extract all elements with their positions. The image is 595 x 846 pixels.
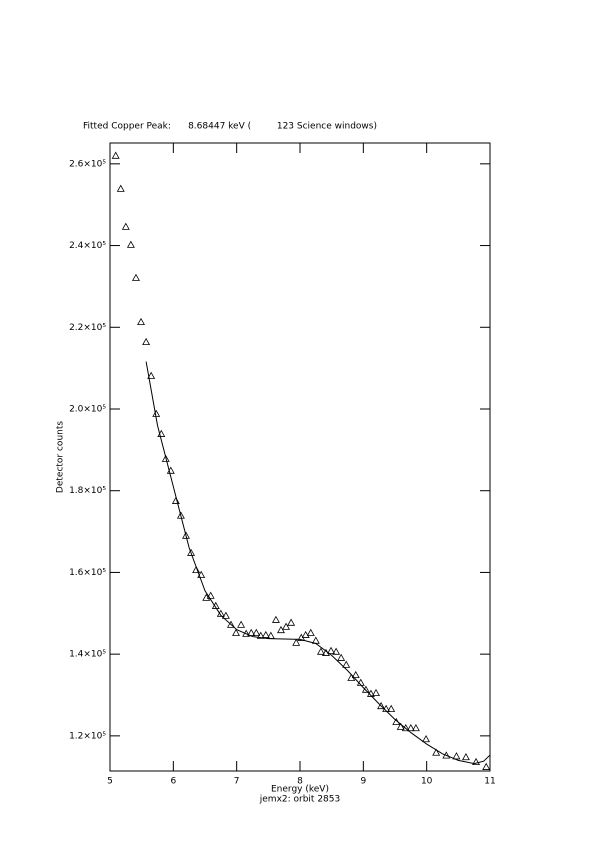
x-tick-label: 6 bbox=[170, 777, 176, 787]
data-point bbox=[197, 570, 206, 578]
data-point bbox=[292, 638, 301, 646]
fit-line bbox=[145, 361, 491, 765]
data-point bbox=[351, 670, 360, 679]
data-point bbox=[306, 628, 315, 636]
data-point bbox=[392, 717, 401, 726]
data-point bbox=[406, 723, 415, 732]
data-point bbox=[422, 735, 431, 743]
x-tick-label: 11 bbox=[484, 777, 495, 787]
data-point bbox=[316, 647, 325, 655]
data-point bbox=[271, 615, 280, 623]
data-point bbox=[327, 646, 336, 654]
data-point bbox=[432, 748, 441, 756]
data-point bbox=[176, 511, 185, 519]
y-axis-label: Detector counts bbox=[56, 421, 66, 493]
data-point bbox=[221, 611, 230, 619]
x-tick-label: 9 bbox=[360, 777, 366, 787]
data-point bbox=[411, 723, 420, 732]
y-tick-label: 2.2×10⁵ bbox=[69, 323, 106, 333]
data-point bbox=[401, 723, 410, 732]
data-point bbox=[387, 704, 396, 712]
data-point bbox=[237, 620, 246, 628]
data-point bbox=[482, 762, 491, 770]
data-point bbox=[472, 757, 481, 766]
data-point bbox=[372, 688, 380, 696]
data-point bbox=[256, 631, 265, 639]
data-point bbox=[377, 701, 386, 710]
subtitle: jemx2: orbit 2853 bbox=[259, 795, 340, 805]
x-tick-label: 10 bbox=[421, 777, 433, 787]
data-point bbox=[192, 565, 201, 574]
data-point bbox=[116, 184, 125, 192]
data-point bbox=[137, 317, 146, 326]
data-point bbox=[202, 593, 211, 601]
data-point bbox=[171, 496, 180, 504]
data-point bbox=[361, 685, 370, 693]
x-tick-label: 7 bbox=[234, 777, 240, 787]
data-point bbox=[226, 620, 235, 628]
x-tick-label: 5 bbox=[107, 777, 113, 787]
data-point bbox=[332, 647, 341, 655]
data-point bbox=[232, 628, 241, 636]
data-point bbox=[206, 591, 215, 599]
chart-title: Fitted Copper Peak: 8.68447 keV ( 123 Sc… bbox=[83, 122, 377, 132]
y-tick-label: 1.2×10⁵ bbox=[69, 731, 106, 741]
y-tick-label: 1.6×10⁵ bbox=[69, 568, 106, 578]
data-point bbox=[461, 752, 470, 761]
data-point bbox=[287, 618, 296, 626]
data-point bbox=[282, 622, 291, 630]
data-point bbox=[396, 722, 405, 730]
data-point bbox=[337, 653, 346, 661]
data-point bbox=[261, 630, 270, 638]
data-point bbox=[187, 548, 196, 556]
x-axis-label: Energy (keV) bbox=[271, 785, 329, 795]
data-point bbox=[452, 752, 461, 760]
data-point bbox=[121, 222, 130, 230]
data-point bbox=[252, 628, 261, 636]
x-tick-label: 8 bbox=[297, 777, 303, 787]
data-point bbox=[111, 151, 120, 159]
data-point bbox=[126, 240, 135, 248]
data-point bbox=[182, 531, 190, 539]
y-tick-label: 1.4×10⁵ bbox=[69, 650, 106, 660]
y-tick-label: 2.4×10⁵ bbox=[69, 241, 106, 251]
y-tick-label: 2.6×10⁵ bbox=[69, 159, 106, 169]
y-tick-label: 1.8×10⁵ bbox=[69, 486, 106, 496]
y-tick-label: 2.0×10⁵ bbox=[69, 404, 106, 414]
data-point bbox=[142, 337, 151, 346]
data-point bbox=[147, 371, 156, 379]
data-point bbox=[342, 660, 351, 668]
data-point bbox=[301, 630, 310, 638]
data-point bbox=[161, 454, 170, 462]
data-point bbox=[131, 273, 140, 281]
